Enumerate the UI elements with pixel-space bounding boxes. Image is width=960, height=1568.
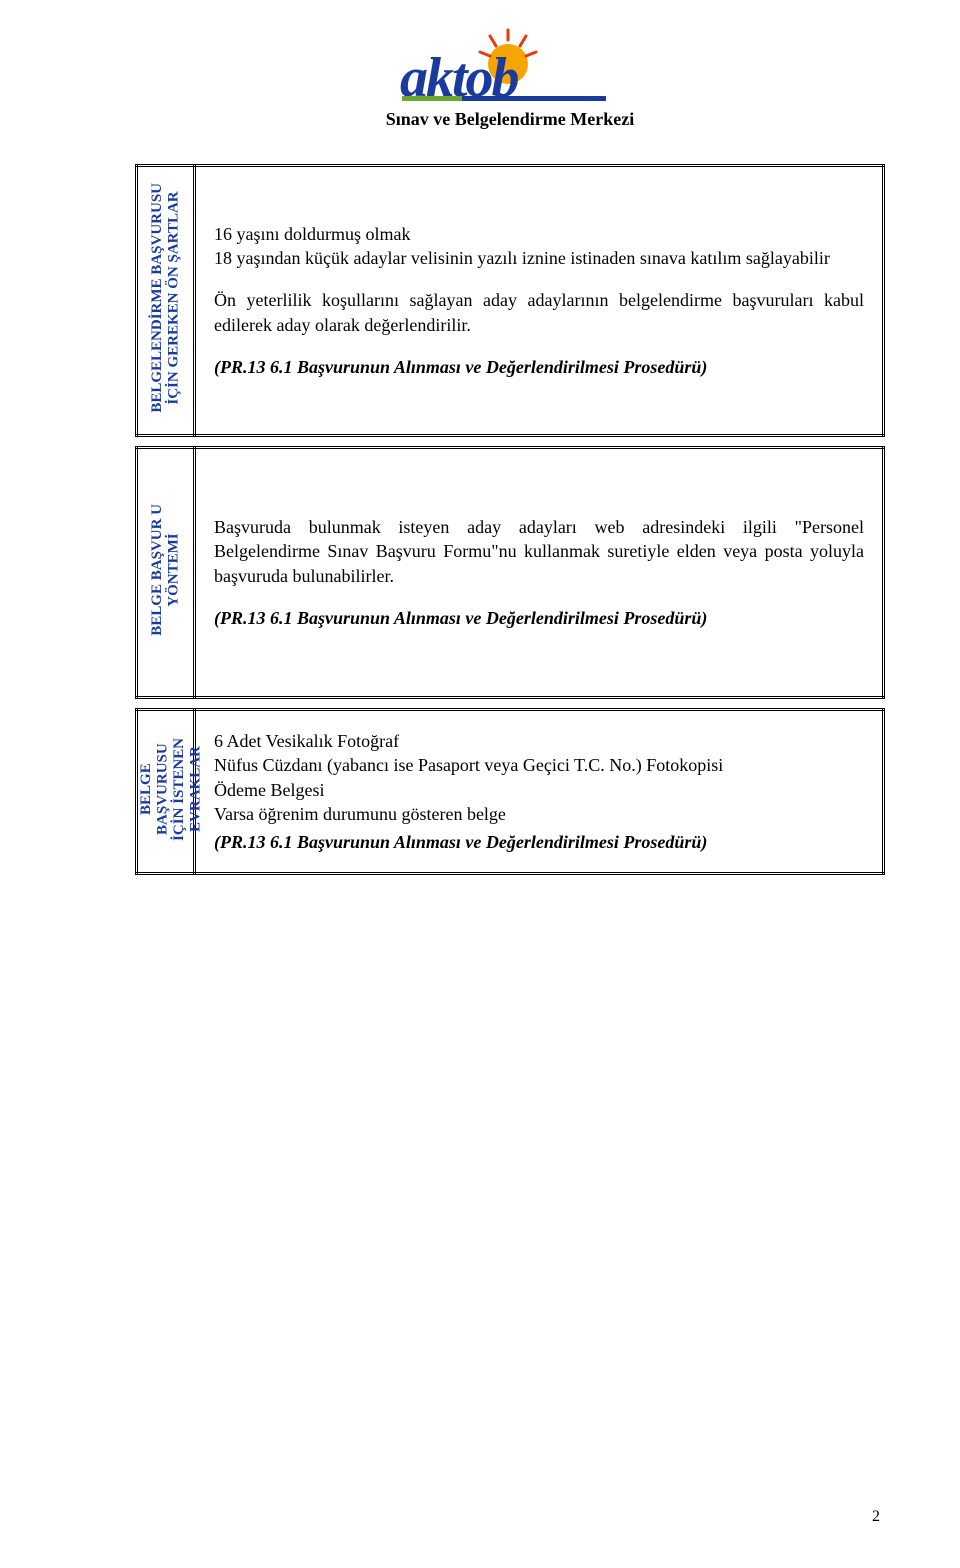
section-side-label: BELGE BAŞVURUSU İÇİN İSTENEN EVRAKLAR <box>137 710 195 874</box>
content-paragraph: Başvuruda bulunmak isteyen aday adayları… <box>214 515 864 588</box>
section-content: 6 Adet Vesikalık FotoğrafNüfus Cüzdanı (… <box>195 710 884 874</box>
sections-table: BELGELENDİRME BAŞVURUSU İÇİN GEREKEN ÖN … <box>135 164 885 875</box>
content-line: Nüfus Cüzdanı (yabancı ise Pasaport veya… <box>214 753 864 777</box>
reference: (PR.13 6.1 Başvurunun Alınması ve Değerl… <box>214 830 864 854</box>
section-content: Başvuruda bulunmak isteyen aday adayları… <box>195 448 884 698</box>
content-paragraph: 18 yaşından küçük adaylar velisinin yazı… <box>214 246 864 270</box>
content-line: Ödeme Belgesi <box>214 778 864 802</box>
section-side-label: BELGE BAŞVUR U YÖNTEMİ <box>137 448 195 698</box>
page-title: Sınav ve Belgelendirme Merkezi <box>135 109 885 130</box>
section-side-label: BELGELENDİRME BAŞVURUSU İÇİN GEREKEN ÖN … <box>137 166 195 436</box>
content-paragraph: Ön yeterlilik koşullarını sağlayan aday … <box>214 288 864 337</box>
content-line: Varsa öğrenim durumunu gösteren belge <box>214 802 864 826</box>
content-line: 6 Adet Vesikalık Fotoğraf <box>214 729 864 753</box>
side-label-text: BELGELENDİRME BAŞVURUSU İÇİN GEREKEN ÖN … <box>149 183 182 413</box>
page-number: 2 <box>872 1508 880 1526</box>
document-header: aktob Sınav ve Belgelendirme Merkezi <box>135 30 885 130</box>
logo: aktob <box>400 30 620 102</box>
reference: (PR.13 6.1 Başvurunun Alınması ve Değerl… <box>214 606 864 630</box>
reference: (PR.13 6.1 Başvurunun Alınması ve Değerl… <box>214 355 864 379</box>
side-label-text: BELGE BAŞVURUSU İÇİN İSTENEN EVRAKLAR <box>138 738 204 841</box>
logo-underline <box>402 96 606 101</box>
section-content: 16 yaşını doldurmuş olmak18 yaşından küç… <box>195 166 884 436</box>
side-label-text: BELGE BAŞVUR U YÖNTEMİ <box>149 504 182 636</box>
content-paragraph: 16 yaşını doldurmuş olmak <box>214 222 864 246</box>
